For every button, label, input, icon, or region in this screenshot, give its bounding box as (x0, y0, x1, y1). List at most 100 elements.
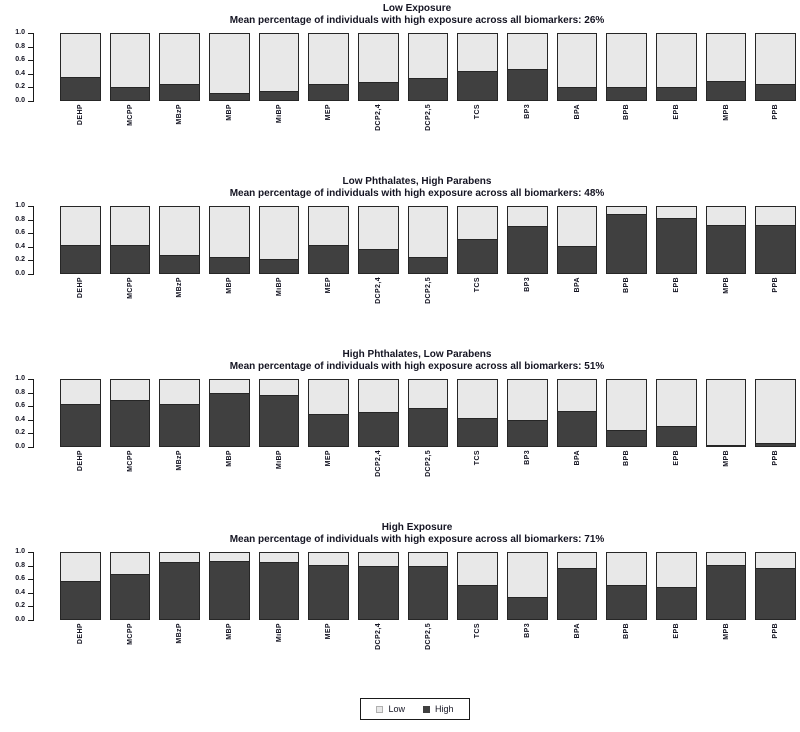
y-tick-label: 0.4 (15, 415, 25, 423)
x-label-slot: DCP2,5 (408, 277, 449, 322)
bar-segment-high (408, 78, 448, 100)
panel-title: Low Exposure (382, 3, 452, 14)
y-tick-mark (28, 620, 33, 621)
y-tick-label: 0.0 (15, 97, 25, 104)
x-label-slot: BPA (557, 277, 598, 322)
bar-segment-high (110, 399, 150, 446)
bar-segment-high (657, 217, 696, 273)
y-tick-label: 0.6 (15, 56, 25, 64)
x-axis-label: MBP (225, 277, 233, 294)
x-label-slot: MPB (706, 104, 747, 149)
y-tick-mark (28, 233, 33, 235)
stacked-bar-epb (656, 33, 697, 101)
panel-subtitle: Mean percentage of individuals with high… (229, 15, 605, 26)
x-label-slot: DEHP (60, 277, 101, 322)
y-tick-label: 0.8 (15, 561, 25, 569)
stacked-bar-mpb (705, 206, 747, 274)
x-label-slot: MPB (706, 623, 747, 668)
stacked-bar-tcs (457, 33, 499, 101)
x-label-slot: TCS (457, 104, 498, 149)
stacked-bar-bp3 (507, 552, 548, 620)
y-tick-mark (28, 33, 33, 34)
y-tick-mark (28, 274, 33, 275)
stacked-bar-mbzp (159, 33, 201, 101)
y-tick-mark (28, 246, 33, 248)
bar-segment-high (657, 586, 696, 619)
y-tick-label: 0.8 (15, 388, 25, 396)
plot-area (34, 33, 800, 101)
x-label-slot: BP3 (507, 104, 548, 149)
x-label-slot: MCPP (110, 277, 151, 322)
x-axis-label: DEHP (76, 277, 84, 299)
plot-area (34, 206, 800, 274)
plot-area (34, 552, 800, 620)
legend-row: Low High (0, 698, 800, 720)
bar-segment-high (557, 87, 597, 100)
x-label-slot: DCP2,5 (408, 450, 449, 495)
bar-segment-high (309, 244, 349, 273)
x-axis-labels: DEHP MCPP MBzP MBP MiBP MEP DCP2,4 DCP2,5 TCS BP3… (34, 274, 800, 322)
stacked-bar-bp3 (507, 379, 548, 447)
bar-segment-high (706, 445, 746, 446)
x-label-slot: TCS (457, 450, 498, 495)
x-axis-label: PPB (772, 623, 780, 639)
x-axis-label: DEHP (76, 104, 84, 126)
x-axis-label: BP3 (523, 623, 531, 638)
x-label-slot: EPB (656, 104, 697, 149)
x-axis-label: PPB (772, 277, 780, 293)
bar-segment-high (61, 244, 100, 273)
stacked-bar-dehp (60, 33, 101, 101)
y-tick-mark (28, 206, 33, 207)
bar-segment-high (61, 580, 100, 619)
y-tick-label: 0.2 (15, 256, 25, 264)
stacked-bar-tcs (457, 206, 499, 274)
x-axis-label: MEP (325, 450, 333, 467)
legend-low-swatch-icon (376, 705, 384, 713)
y-tick-label: 0.0 (15, 443, 25, 450)
stacked-bar-mibp (258, 379, 300, 447)
bar-segment-high (607, 585, 647, 619)
stacked-bar-bpb (606, 206, 648, 274)
x-axis-label: MPB (722, 623, 730, 640)
x-axis-label: MBP (225, 104, 233, 121)
bar-segment-high (458, 70, 498, 100)
y-tick-mark (28, 219, 33, 221)
x-axis-label: BPA (573, 277, 581, 293)
x-label-slot: PPB (755, 277, 796, 322)
x-label-slot: EPB (656, 277, 697, 322)
x-label-slot: TCS (457, 277, 498, 322)
legend-item-high: High (423, 704, 454, 714)
x-label-slot: MiBP (259, 450, 300, 495)
x-axis-label: MCPP (126, 277, 134, 299)
y-tick-mark (28, 392, 33, 394)
x-axis-label: DEHP (76, 623, 84, 645)
bar-segment-high (508, 597, 547, 619)
x-label-slot: MBP (209, 277, 250, 322)
plot-region: 0.0 0.2 0.4 0.6 0.8 1.0 (0, 29, 800, 104)
y-axis-line (33, 379, 34, 448)
stacked-bar-mbp (209, 379, 250, 447)
y-axis-line (33, 552, 34, 621)
x-axis-label: MBP (225, 450, 233, 467)
stacked-bar-ppb (755, 552, 797, 620)
x-axis-label: DCP2,5 (424, 623, 432, 650)
stacked-bar-mep (308, 552, 350, 620)
stacked-bar-mibp (258, 552, 300, 620)
x-axis-label: BP3 (523, 277, 531, 292)
x-label-slot: MBP (209, 623, 250, 668)
x-axis-label: DCP2,4 (374, 104, 382, 131)
y-tick-mark (28, 101, 33, 102)
x-axis-label: MBzP (176, 104, 184, 125)
legend-low-label: Low (388, 704, 405, 714)
bar-segment-high (160, 403, 200, 446)
y-tick-label: 0.6 (15, 402, 25, 410)
stacked-bar-ppb (755, 33, 797, 101)
stacked-bar-ppb (755, 379, 797, 447)
bar-segment-high (309, 413, 349, 446)
x-axis-label: MBzP (176, 623, 184, 644)
y-tick-label: 0.4 (15, 69, 25, 77)
x-axis-label: BPB (623, 623, 631, 639)
x-label-slot: MBzP (159, 277, 200, 322)
x-label-slot: BPB (606, 104, 647, 149)
x-label-slot: MPB (706, 277, 747, 322)
